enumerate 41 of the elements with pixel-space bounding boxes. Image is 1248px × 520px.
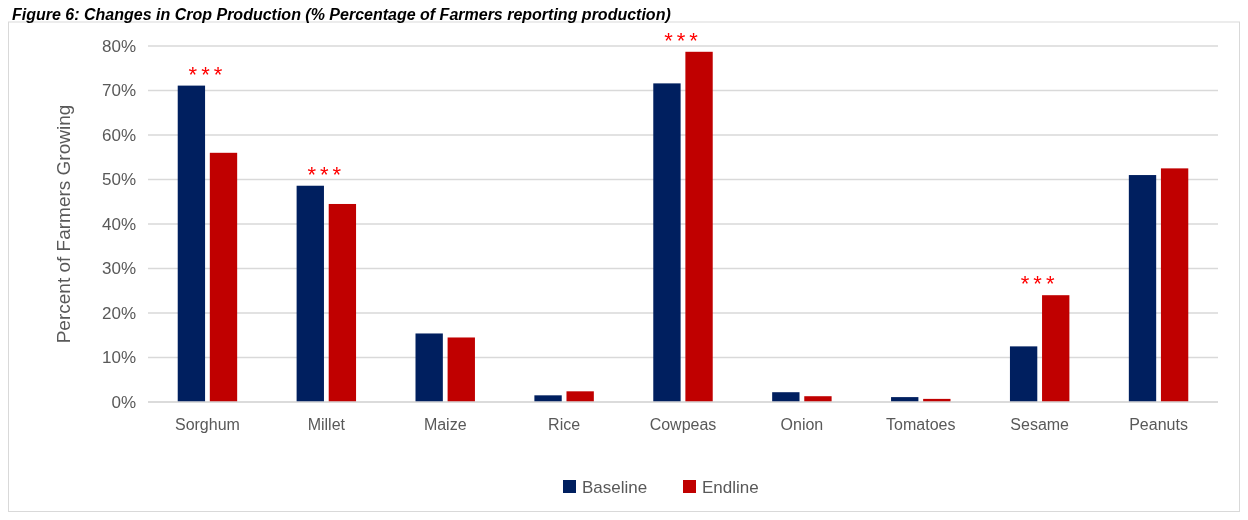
bar [534,395,562,402]
annotation: *** [188,61,227,87]
bar [296,185,324,402]
y-tick-label: 70% [101,81,136,101]
y-tick-label: 20% [101,303,136,323]
x-tick-label: Peanuts [1129,416,1188,433]
x-tick-label: Tomatoes [886,416,956,433]
bar [328,203,357,402]
x-tick-label: Sorghum [174,416,240,433]
x-tick-label: Cowpeas [649,416,717,433]
bar [209,152,238,402]
y-tick-label: 40% [101,214,136,234]
bar [685,51,713,402]
bar [1160,168,1189,402]
bar [772,392,800,402]
bar [566,391,594,402]
y-axis-title: Percent of Farmers Growing [53,104,74,344]
bar [177,85,206,402]
y-tick-label: 50% [101,170,136,190]
y-tick-label: 0% [111,392,136,412]
legend-label: Endline [702,477,759,497]
x-tick-label: Rice [548,416,581,433]
annotation: *** [307,161,346,187]
bar [415,333,443,402]
bar [1042,295,1070,402]
y-tick-label: 60% [101,125,136,145]
bar [1009,346,1038,402]
x-tick-label: Onion [780,416,824,433]
annotation: *** [664,27,702,53]
x-tick-label: Sesame [1010,416,1070,433]
x-tick-label: Maize [423,416,467,433]
y-tick-label: 80% [101,36,136,56]
x-tick-label: Millet [307,416,346,433]
y-tick-label: 30% [101,259,136,279]
bar [1128,175,1157,402]
bar [653,83,681,402]
y-tick-label: 10% [101,348,136,368]
bar [447,337,475,402]
chart-title: Figure 6: Changes in Crop Production (% Percentage of Farmers reporting production) [12,6,671,23]
annotation: *** [1020,271,1059,297]
legend-label: Baseline [582,477,648,497]
